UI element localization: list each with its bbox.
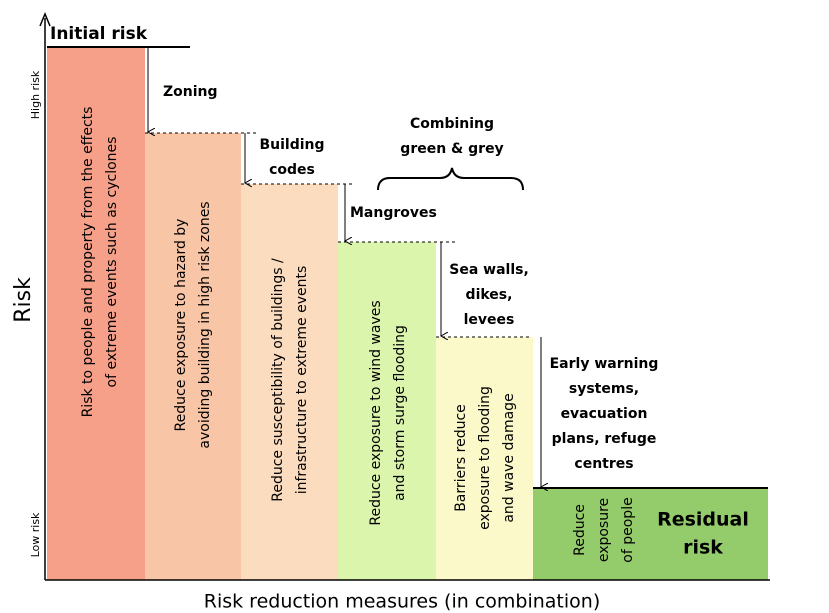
group-label: green & grey <box>400 141 503 157</box>
column-text: Reduce exposure to hazard by <box>173 219 189 432</box>
column-text: infrastructure to extreme events <box>294 266 310 495</box>
column-text: Reduce exposure to wind waves <box>368 300 384 525</box>
column <box>241 184 338 580</box>
y-axis-label: Risk <box>11 277 36 323</box>
low-risk-label: Low risk <box>29 512 42 557</box>
group-label: Combining <box>410 116 494 132</box>
column-text: Reduce susceptibility of buildings / <box>270 258 286 502</box>
columns <box>47 47 768 580</box>
measure-label: Building <box>259 137 324 153</box>
measure-label: dikes, <box>466 287 513 303</box>
column <box>533 488 768 580</box>
measure-label: systems, <box>569 381 639 397</box>
residual-label: Residual <box>657 509 749 531</box>
initial-risk-label: Initial risk <box>50 24 148 44</box>
column <box>47 47 145 580</box>
column-text: of people <box>620 497 636 562</box>
column <box>338 242 436 580</box>
high-risk-label: High risk <box>29 70 42 119</box>
y-axis-arrow <box>39 12 51 27</box>
measure-label: Early warning <box>550 356 659 372</box>
column-text: and storm surge flooding <box>392 325 408 501</box>
column-text: and wave damage <box>501 393 517 522</box>
column-text: Barriers reduce <box>453 404 469 512</box>
column <box>436 337 533 580</box>
column-text: Risk to people and property from the eff… <box>80 107 96 418</box>
brace <box>377 167 524 191</box>
measure-label: centres <box>574 456 633 472</box>
measure-label: Zoning <box>163 84 218 100</box>
column-text: exposure to flooding <box>477 386 493 530</box>
column-text: exposure <box>596 498 612 562</box>
measure-label: Mangroves <box>350 205 437 221</box>
column-text: avoiding building in high risk zones <box>197 201 213 448</box>
measure-label: levees <box>464 312 515 328</box>
column-text: Reduce <box>572 504 588 556</box>
measure-label: Sea walls, <box>449 262 529 278</box>
measure-label: codes <box>269 162 315 178</box>
residual-label: risk <box>683 537 723 559</box>
measure-label: plans, refuge <box>552 431 657 447</box>
column-text: of extreme events such as cyclones <box>104 137 120 388</box>
measure-label: evacuation <box>561 406 648 422</box>
column <box>145 133 241 580</box>
x-axis-label: Risk reduction measures (in combination) <box>204 591 600 613</box>
